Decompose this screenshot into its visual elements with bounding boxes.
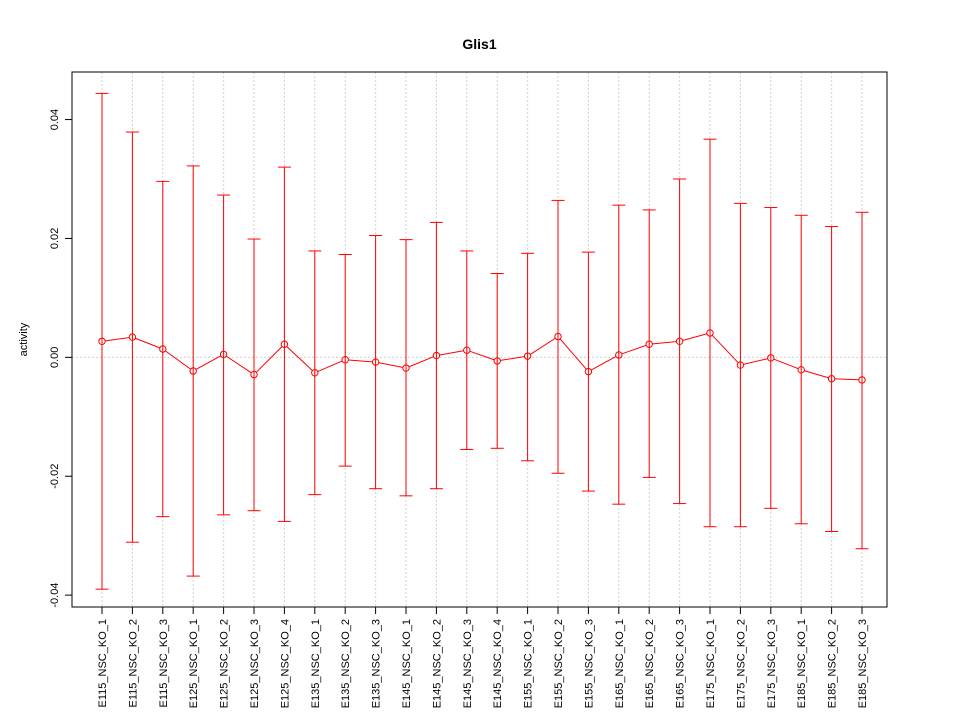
y-tick-label: 0.00 <box>49 347 61 368</box>
series-line-segment <box>652 341 677 345</box>
series-line-segment <box>591 356 617 371</box>
series-line-segment <box>135 337 160 349</box>
x-tick-label: E125_NSC_KO_2 <box>219 619 231 708</box>
y-axis: -0.04 -0.02 0.00 0.02 0.04 <box>49 109 73 608</box>
series-line-segment <box>530 337 556 355</box>
y-tick-label: -0.04 <box>49 583 61 608</box>
y-tick-label: 0.02 <box>49 228 61 249</box>
x-tick-label: E125_NSC_KO_1 <box>188 619 200 708</box>
data-point <box>523 352 532 360</box>
data-point <box>675 337 684 345</box>
plot-frame <box>71 71 888 608</box>
data-point <box>371 358 380 366</box>
series-line-segment <box>469 350 495 361</box>
x-tick-label: E115_NSC_KO_1 <box>97 619 109 707</box>
y-tick-label: -0.02 <box>49 464 61 489</box>
x-tick-label: E185_NSC_KO_2 <box>827 619 839 708</box>
series-line-segment <box>317 360 343 372</box>
x-tick-label: E135_NSC_KO_1 <box>310 619 322 708</box>
x-tick-label: E155_NSC_KO_3 <box>583 619 595 708</box>
data-point <box>159 345 167 353</box>
x-tick-label: E175_NSC_KO_3 <box>766 619 778 708</box>
x-tick-label: E155_NSC_KO_2 <box>553 619 565 708</box>
data-point <box>311 369 319 377</box>
series-line-segment <box>195 355 221 370</box>
data-point <box>341 356 349 364</box>
data-point <box>189 367 197 375</box>
x-axis: E115_NSC_KO_1 E115_NSC_KO_2 E115_NSC_KO_3 E… <box>97 606 869 708</box>
series-line-segment <box>559 338 587 370</box>
series-line-segment <box>408 356 434 368</box>
x-tick-label: E125_NSC_KO_3 <box>249 619 261 708</box>
series-line-segment <box>256 346 283 373</box>
x-tick-label: E145_NSC_KO_3 <box>462 619 474 708</box>
x-tick-label: E135_NSC_KO_2 <box>340 619 352 708</box>
error-bars <box>95 92 869 590</box>
series-line-segment <box>439 350 464 356</box>
series-line-segment <box>286 346 313 371</box>
x-tick-label: E175_NSC_KO_1 <box>705 619 717 708</box>
series-line-segment <box>378 362 403 368</box>
series-line-segment <box>348 359 373 363</box>
x-tick-label: E165_NSC_KO_1 <box>614 619 626 708</box>
data-point <box>280 340 289 348</box>
data-point <box>645 340 653 348</box>
x-tick-label: E115_NSC_KO_2 <box>127 619 139 707</box>
series <box>98 329 866 384</box>
data-point <box>493 357 501 365</box>
data-point <box>250 370 258 379</box>
series-line-segment <box>773 358 799 370</box>
y-axis-label: activity <box>18 322 30 356</box>
x-tick-label: E145_NSC_KO_2 <box>431 619 443 708</box>
data-point <box>615 351 623 359</box>
chart-title: Glis1 <box>462 36 496 52</box>
data-point <box>736 361 745 369</box>
x-tick-label: E135_NSC_KO_3 <box>371 619 383 708</box>
series-line-segment <box>500 356 525 361</box>
data-point <box>827 375 836 383</box>
data-point <box>706 329 714 337</box>
x-tick-label: E115_NSC_KO_3 <box>158 619 170 707</box>
x-tick-label: E185_NSC_KO_3 <box>857 619 869 708</box>
data-point <box>554 332 562 341</box>
x-tick-label: E145_NSC_KO_1 <box>401 619 413 708</box>
x-tick-label: E145_NSC_KO_4 <box>492 619 504 708</box>
data-point <box>402 364 410 372</box>
y-tick-label: 0.04 <box>49 109 61 130</box>
series-line-segment <box>711 335 739 363</box>
data-point <box>584 367 593 376</box>
series-line-segment <box>621 344 647 355</box>
x-tick-label: E185_NSC_KO_1 <box>796 619 808 708</box>
series-line-segment <box>804 370 829 379</box>
x-tick-label: E175_NSC_KO_2 <box>735 619 747 708</box>
series-line-segment <box>682 333 707 341</box>
data-point <box>432 351 441 360</box>
series-line-segment <box>226 355 252 374</box>
data-point <box>858 376 866 384</box>
grid <box>72 72 887 607</box>
data-point <box>219 350 228 359</box>
x-tick-label: E125_NSC_KO_4 <box>279 619 291 708</box>
x-tick-label: E165_NSC_KO_3 <box>675 619 687 708</box>
data-point <box>463 346 471 354</box>
data-point <box>128 333 137 341</box>
series-line-segment <box>743 358 768 365</box>
data-point <box>767 354 775 362</box>
x-tick-label: E165_NSC_KO_2 <box>644 619 656 708</box>
data-point <box>98 337 106 345</box>
data-point <box>797 366 805 374</box>
series-line-segment <box>105 337 130 342</box>
series-line-segment <box>834 378 859 381</box>
x-tick-label: E155_NSC_KO_1 <box>523 619 535 708</box>
series-line-segment <box>165 350 191 370</box>
